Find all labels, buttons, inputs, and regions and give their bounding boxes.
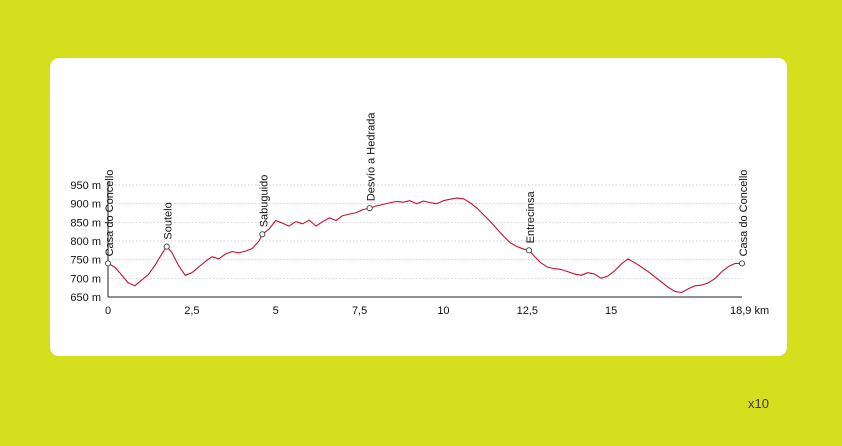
elevation-profile-chart: 650 m 700 m 750 m 800 m 850 m 900 m 950 m 0 2,5 5…	[70, 112, 769, 317]
waypoint-label: Sabuguido	[258, 175, 270, 228]
x-tick-label: 0	[105, 305, 111, 317]
waypoint-label: Casa do Concello	[104, 170, 116, 257]
waypoint-marker	[259, 231, 266, 238]
x-tick-label: 7,5	[352, 305, 367, 317]
waypoint-label: Desvío a Hedrada	[366, 112, 378, 202]
y-tick-label: 750 m	[70, 255, 101, 267]
waypoint-label: Soutelo	[163, 202, 175, 239]
y-tick-label: 900 m	[70, 199, 101, 211]
waypoint-label: Entrecinsa	[525, 190, 537, 243]
x-tick-label: 12,5	[517, 305, 538, 317]
waypoint-marker	[163, 243, 170, 250]
scale-note: x10	[748, 396, 769, 411]
waypoint-label: Casa do Concello	[738, 170, 750, 257]
x-tick-label: 2,5	[184, 305, 199, 317]
y-tick-label: 950 m	[70, 180, 101, 192]
y-tick-label: 850 m	[70, 217, 101, 229]
x-tick-label: 5	[273, 305, 279, 317]
y-tick-label: 800 m	[70, 236, 101, 248]
waypoint-marker	[366, 205, 373, 212]
waypoint-marker	[104, 260, 112, 267]
y-tick-label: 650 m	[70, 292, 101, 304]
waypoint-marker	[525, 247, 533, 254]
chart-card: 650 m 700 m 750 m 800 m 850 m 900 m 950 m 0 2,5 5…	[50, 58, 787, 356]
y-tick-label: 700 m	[70, 273, 101, 285]
x-tick-label: 10	[437, 305, 449, 317]
x-tick-label: 18,9 km	[730, 305, 769, 317]
waypoint-marker	[738, 260, 746, 267]
elevation-line	[107, 197, 742, 294]
x-tick-label: 15	[605, 305, 617, 317]
